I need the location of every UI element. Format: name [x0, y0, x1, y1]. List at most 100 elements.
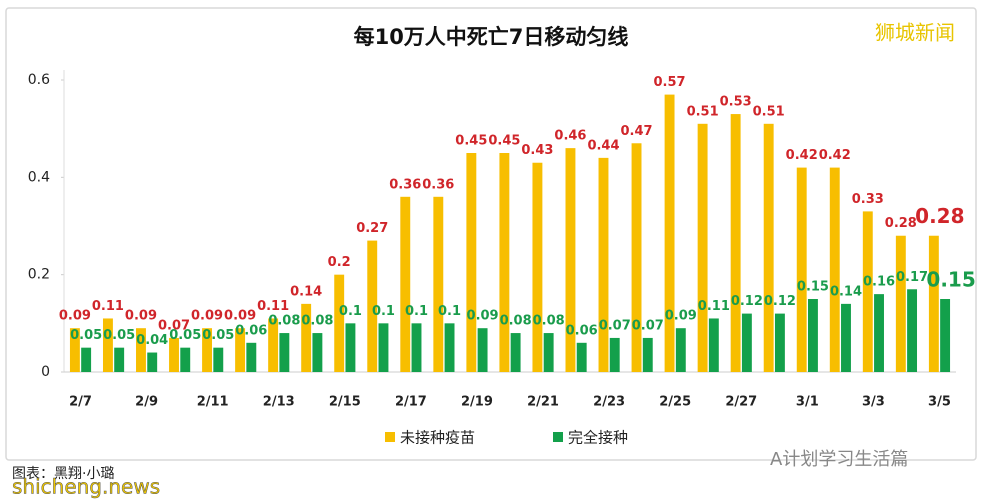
value-label: 0.1 [405, 304, 428, 319]
value-label: 0.33 [852, 192, 884, 207]
bar [631, 143, 642, 372]
bar [928, 235, 939, 372]
bar [169, 337, 179, 372]
value-label: 0.45 [455, 134, 487, 149]
value-label: 0.09 [125, 309, 157, 324]
bar [862, 211, 873, 372]
value-label: 0.05 [202, 328, 234, 343]
value-label: 0.46 [554, 129, 586, 144]
x-tick-label: 2/15 [329, 395, 361, 410]
x-tick-label: 2/19 [461, 395, 493, 410]
x-tick-label: 2/11 [197, 395, 229, 410]
bar [312, 333, 323, 372]
bar [367, 240, 378, 372]
bar [642, 337, 653, 372]
value-label: 0.05 [103, 328, 135, 343]
bar [147, 352, 158, 372]
bar [180, 347, 191, 372]
legend-label: 未接种疫苗 [400, 429, 475, 447]
y-tick-label: 0.4 [28, 169, 50, 185]
value-label: 0.11 [698, 299, 730, 314]
bar [510, 333, 521, 372]
bar [268, 318, 279, 372]
value-label: 0.12 [764, 294, 796, 309]
site-watermark: shicheng.news [12, 475, 160, 499]
value-label: 0.27 [356, 221, 388, 236]
value-label: 0.11 [257, 299, 289, 314]
bar [576, 342, 587, 372]
value-label: 0.57 [654, 75, 686, 90]
bar [279, 333, 290, 372]
value-label: 0.36 [389, 177, 421, 192]
value-label: 0.08 [268, 314, 300, 329]
bar [345, 323, 356, 372]
x-tick-label: 2/13 [263, 395, 295, 410]
value-label: 0.14 [290, 284, 322, 299]
value-label: 0.15 [797, 280, 829, 295]
value-label: 0.11 [92, 299, 124, 314]
bar [763, 123, 774, 372]
legend-label: 完全接种 [568, 429, 628, 447]
bar [378, 323, 389, 372]
value-label: 0.09 [59, 309, 91, 324]
bar [102, 318, 113, 372]
bar [796, 167, 807, 372]
value-label: 0.08 [533, 314, 565, 329]
bar [334, 274, 345, 372]
bar [411, 323, 422, 372]
bar [136, 328, 146, 372]
x-tick-label: 2/17 [395, 395, 427, 410]
value-label: 0.04 [136, 333, 168, 348]
value-label: 0.07 [158, 318, 190, 333]
value-label: 0.09 [665, 309, 697, 324]
bar [741, 313, 752, 372]
bar [841, 303, 851, 372]
bar [829, 167, 840, 372]
bar [213, 347, 224, 372]
x-tick-label: 2/21 [527, 395, 559, 410]
bar [532, 162, 543, 372]
bar [246, 342, 257, 372]
x-tick-label: 3/5 [928, 395, 951, 410]
bar [664, 94, 675, 372]
value-label: 0.44 [587, 138, 619, 153]
value-label: 0.12 [731, 294, 763, 309]
bar [895, 235, 906, 372]
bar [301, 303, 312, 372]
value-label: 0.07 [599, 318, 631, 333]
bar [697, 123, 708, 372]
bar [598, 157, 609, 372]
value-label: 0.09 [191, 309, 223, 324]
value-label: 0.45 [488, 134, 520, 149]
value-label: 0.47 [620, 124, 652, 139]
value-label: 0.14 [830, 284, 862, 299]
bar [940, 299, 951, 372]
x-tick-label: 2/23 [593, 395, 625, 410]
bar [609, 337, 620, 372]
value-label: 0.08 [301, 314, 333, 329]
value-label: 0.51 [687, 104, 719, 119]
chart-title: 每10万人中死亡7日移动匀线 [354, 25, 629, 49]
x-tick-label: 2/7 [69, 395, 92, 410]
value-label: 0.36 [422, 177, 454, 192]
watermark: 狮城新闻 [875, 21, 955, 45]
value-label: 0.28 [885, 216, 917, 231]
bar [499, 153, 510, 372]
value-label: 0.43 [521, 143, 553, 158]
value-label: 0.06 [566, 323, 598, 338]
bar [400, 196, 411, 372]
value-label: 0.07 [632, 318, 664, 333]
value-label: 0.53 [720, 95, 752, 110]
bar [730, 114, 741, 373]
bar [433, 196, 444, 372]
value-label: 0.2 [328, 255, 351, 270]
value-label: 0.16 [863, 275, 895, 290]
bar [708, 318, 719, 372]
value-label: 0.08 [500, 314, 532, 329]
bar [444, 323, 455, 372]
source-tag: A计划学习生活篇 [770, 449, 908, 470]
bar [69, 328, 80, 372]
value-label: 0.09 [224, 309, 256, 324]
bar [235, 328, 246, 372]
